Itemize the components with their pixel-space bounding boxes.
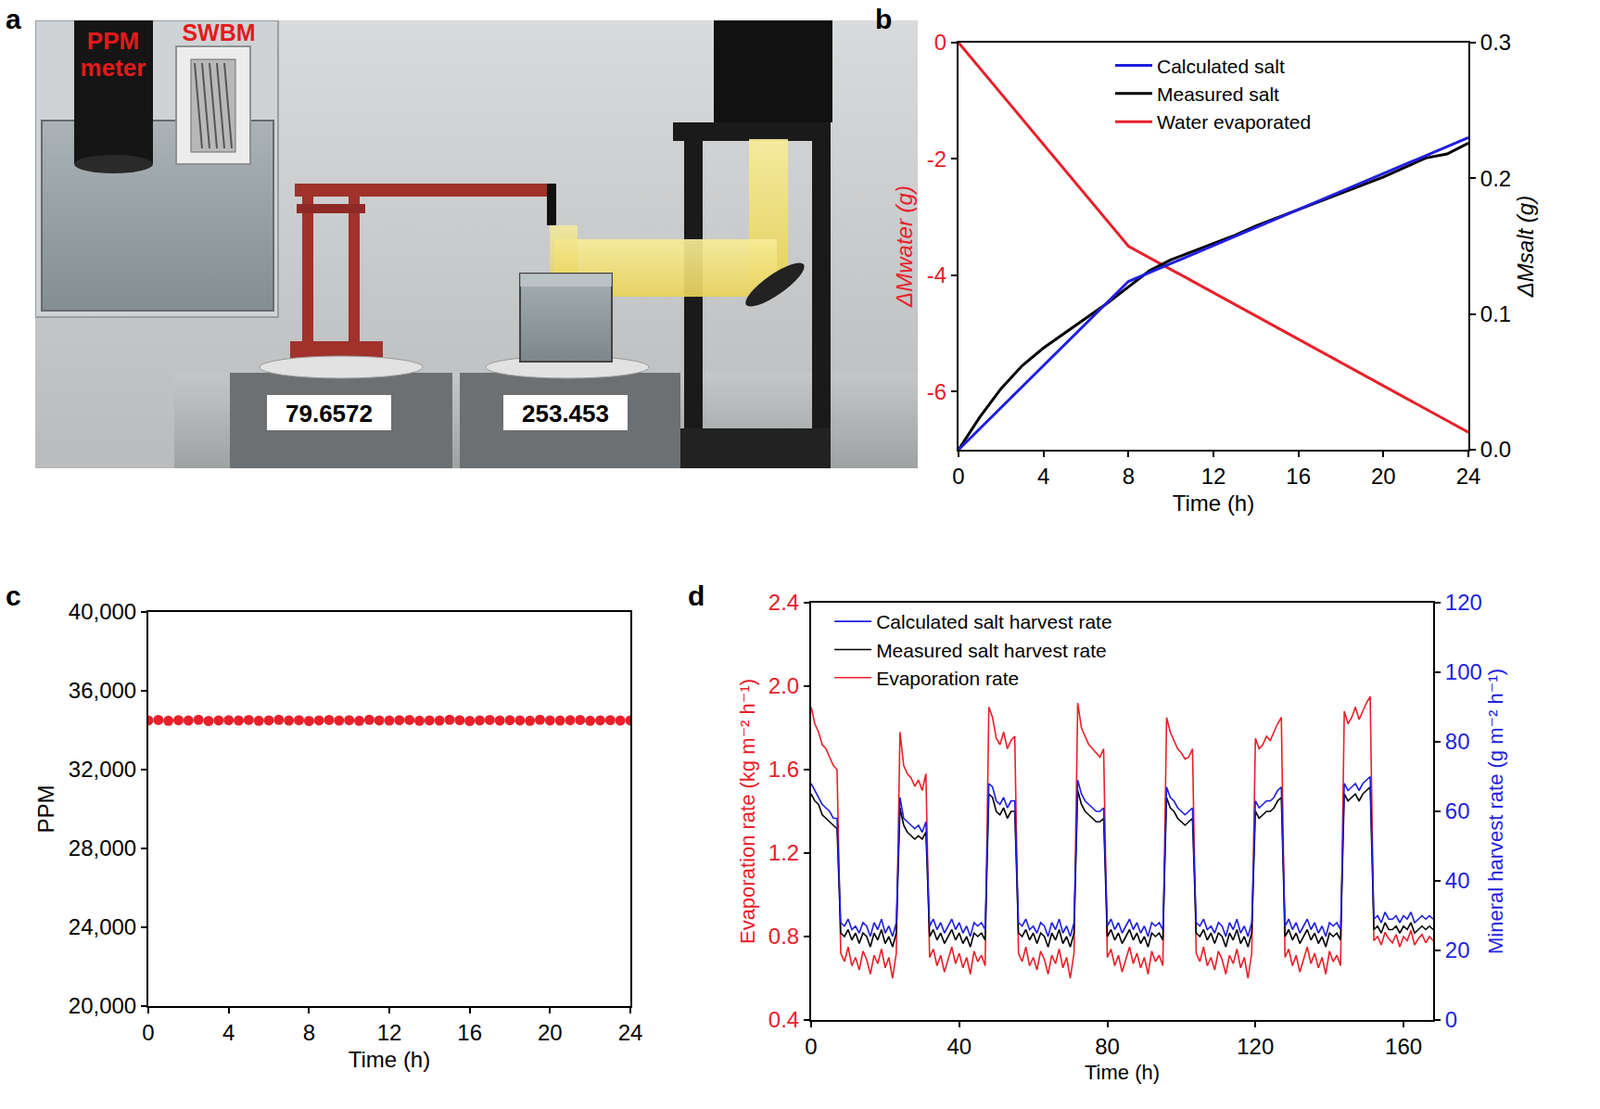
svg-text:60: 60 [1445, 798, 1471, 824]
svg-text:Time (h): Time (h) [348, 1046, 431, 1072]
svg-text:20: 20 [1445, 937, 1471, 963]
svg-text:0.4: 0.4 [768, 1006, 800, 1032]
svg-text:meter: meter [80, 53, 147, 82]
svg-text:Water evaporated: Water evaporated [1156, 111, 1311, 133]
svg-text:Evaporation rate: Evaporation rate [876, 667, 1019, 689]
html-text:c: c [5, 580, 22, 611]
svg-text:0: 0 [804, 1033, 817, 1059]
svg-text:40: 40 [946, 1033, 972, 1059]
svg-text:16: 16 [1285, 463, 1311, 489]
svg-text:2.4: 2.4 [768, 589, 800, 615]
html-text:b: b [875, 3, 893, 35]
svg-text:120: 120 [1236, 1033, 1274, 1059]
svg-text:40: 40 [1445, 867, 1471, 893]
svg-text:SWBM: SWBM [181, 20, 255, 46]
svg-text:12: 12 [1201, 463, 1227, 489]
svg-text:160: 160 [1384, 1033, 1423, 1059]
svg-text:Calculated salt: Calculated salt [1156, 55, 1285, 77]
svg-text:Measured salt harvest rate: Measured salt harvest rate [876, 639, 1107, 661]
svg-text:Time (h): Time (h) [1084, 1060, 1160, 1084]
svg-text:24: 24 [618, 1019, 644, 1045]
svg-text:Time (h): Time (h) [1172, 490, 1255, 516]
svg-text:32,000: 32,000 [68, 756, 137, 782]
svg-text:0.2: 0.2 [1480, 165, 1512, 191]
svg-text:80: 80 [1445, 728, 1471, 754]
svg-text:4: 4 [1037, 463, 1050, 489]
html-text:a: a [5, 3, 22, 35]
svg-text:Measured salt: Measured salt [1156, 83, 1280, 105]
svg-text:0.8: 0.8 [768, 923, 800, 949]
svg-text:120: 120 [1445, 589, 1483, 615]
svg-text:2.0: 2.0 [768, 673, 800, 699]
svg-text:253.453: 253.453 [521, 399, 610, 428]
svg-text:20,000: 20,000 [68, 992, 137, 1018]
svg-text:0.1: 0.1 [1480, 301, 1512, 327]
svg-text:1.2: 1.2 [768, 839, 800, 865]
svg-text:0: 0 [934, 29, 947, 55]
svg-text:0: 0 [1445, 1006, 1458, 1032]
html-text:d: d [687, 580, 705, 611]
svg-text:ΔMsalt (g): ΔMsalt (g) [1512, 195, 1538, 298]
svg-text:20: 20 [1371, 463, 1397, 489]
svg-text:0: 0 [952, 463, 965, 489]
svg-text:20: 20 [537, 1019, 563, 1045]
svg-text:24: 24 [1456, 463, 1482, 489]
svg-text:100: 100 [1445, 659, 1483, 685]
svg-text:80: 80 [1094, 1033, 1120, 1059]
svg-text:12: 12 [377, 1019, 403, 1045]
svg-text:-6: -6 [926, 379, 947, 405]
svg-text:Mineral harvest rate (g m⁻² h⁻: Mineral harvest rate (g m⁻² h⁻¹) [1484, 668, 1508, 954]
svg-text:1.6: 1.6 [768, 756, 800, 782]
svg-text:36,000: 36,000 [68, 677, 137, 703]
svg-text:4: 4 [222, 1019, 235, 1045]
svg-text:28,000: 28,000 [68, 835, 137, 861]
svg-text:PPM: PPM [33, 784, 59, 833]
svg-text:-2: -2 [926, 146, 947, 172]
svg-text:24,000: 24,000 [68, 914, 137, 940]
svg-text:8: 8 [1122, 463, 1135, 489]
svg-text:8: 8 [303, 1019, 316, 1045]
svg-text:16: 16 [457, 1019, 483, 1045]
svg-text:0: 0 [141, 1019, 154, 1045]
svg-text:PPM: PPM [87, 26, 140, 55]
svg-text:-4: -4 [926, 262, 947, 288]
svg-text:40,000: 40,000 [68, 598, 137, 624]
svg-text:ΔMwater (g): ΔMwater (g) [891, 185, 917, 308]
svg-text:Calculated salt harvest rate: Calculated salt harvest rate [876, 610, 1112, 633]
svg-text:79.6572: 79.6572 [285, 399, 373, 428]
svg-text:0.0: 0.0 [1480, 436, 1512, 462]
svg-text:Evaporation rate (kg m⁻² h⁻¹): Evaporation rate (kg m⁻² h⁻¹) [736, 678, 760, 944]
svg-text:0.3: 0.3 [1480, 29, 1512, 55]
